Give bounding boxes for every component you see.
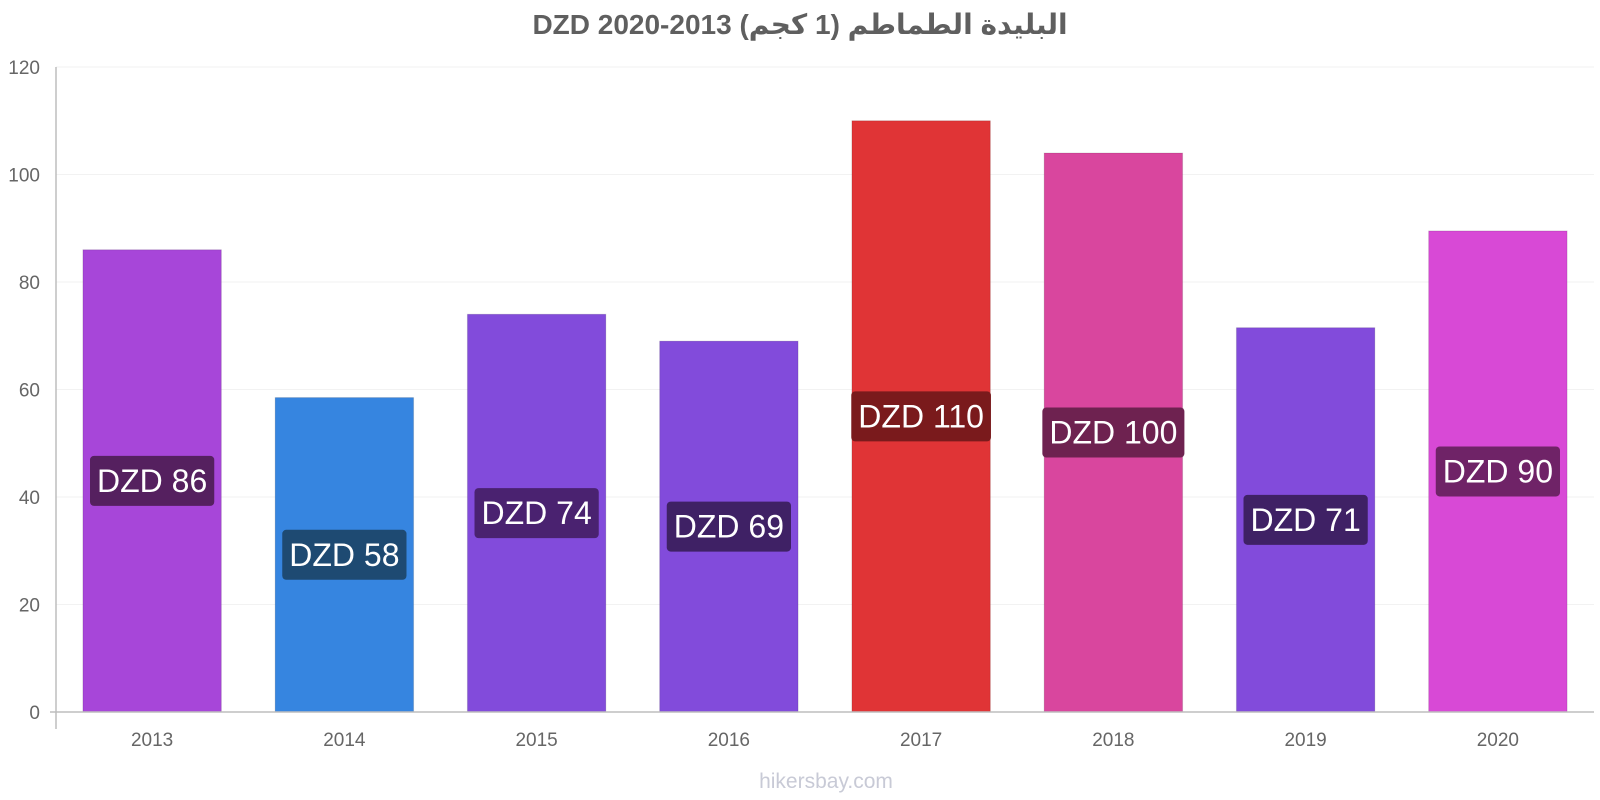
data-label-text: DZD 100 bbox=[1049, 415, 1177, 451]
x-tick-label: 2020 bbox=[1477, 730, 1519, 751]
data-label-2015: DZD 74 bbox=[474, 488, 599, 539]
data-labels: DZD 86 DZD 58 DZD 74 DZD 69 DZD 110 DZD 100 DZ… bbox=[90, 391, 1560, 580]
x-tick-label: 2014 bbox=[323, 730, 366, 751]
data-label-2014: DZD 58 bbox=[282, 529, 407, 580]
data-label-box bbox=[474, 488, 599, 539]
data-label-2020: DZD 90 bbox=[1435, 446, 1560, 497]
y-tick-label: 20 bbox=[19, 596, 40, 617]
x-tick-label: 2016 bbox=[708, 730, 750, 751]
axes bbox=[50, 67, 1594, 729]
data-label-box bbox=[851, 391, 991, 442]
data-label-2017: DZD 110 bbox=[851, 391, 991, 442]
x-tick-label: 2015 bbox=[515, 730, 557, 751]
x-tick-label: 2013 bbox=[131, 730, 173, 751]
data-label-box bbox=[90, 455, 215, 506]
x-tick-label: 2017 bbox=[900, 730, 942, 751]
data-label-text: DZD 74 bbox=[482, 495, 592, 531]
y-tick-label: 80 bbox=[19, 273, 40, 294]
data-label-box bbox=[1435, 446, 1560, 497]
y-axis-ticks: 0 20 40 60 80 100 120 bbox=[8, 58, 40, 724]
data-label-text: DZD 110 bbox=[858, 398, 984, 434]
data-label-box bbox=[282, 529, 407, 580]
data-label-text: DZD 69 bbox=[674, 509, 784, 545]
data-label-2019: DZD 71 bbox=[1243, 494, 1368, 545]
data-label-2016: DZD 69 bbox=[666, 501, 791, 552]
data-label-2013: DZD 86 bbox=[90, 455, 215, 506]
watermark-text: hikersbay.com bbox=[759, 770, 893, 793]
data-label-text: DZD 71 bbox=[1251, 502, 1361, 538]
data-label-box bbox=[1243, 494, 1368, 545]
x-tick-label: 2019 bbox=[1284, 730, 1326, 751]
x-axis-ticks: 2013 2014 2015 2016 2017 2018 2019 2020 bbox=[131, 730, 1519, 751]
y-tick-label: 0 bbox=[29, 703, 40, 724]
y-tick-label: 60 bbox=[19, 381, 40, 402]
data-label-text: DZD 86 bbox=[97, 463, 207, 499]
y-tick-label: 100 bbox=[8, 166, 40, 187]
chart-title: البليدة الطماطم (1 كجم) DZD 2020-2013 bbox=[532, 9, 1067, 41]
x-tick-label: 2018 bbox=[1092, 730, 1134, 751]
bars bbox=[82, 120, 1568, 713]
data-label-box bbox=[666, 501, 791, 552]
data-label-2018: DZD 100 bbox=[1042, 407, 1185, 458]
y-tick-label: 120 bbox=[8, 58, 40, 79]
data-label-text: DZD 58 bbox=[289, 537, 399, 573]
y-tick-label: 40 bbox=[19, 488, 40, 509]
data-label-text: DZD 90 bbox=[1443, 453, 1553, 489]
data-label-box bbox=[1042, 407, 1185, 458]
